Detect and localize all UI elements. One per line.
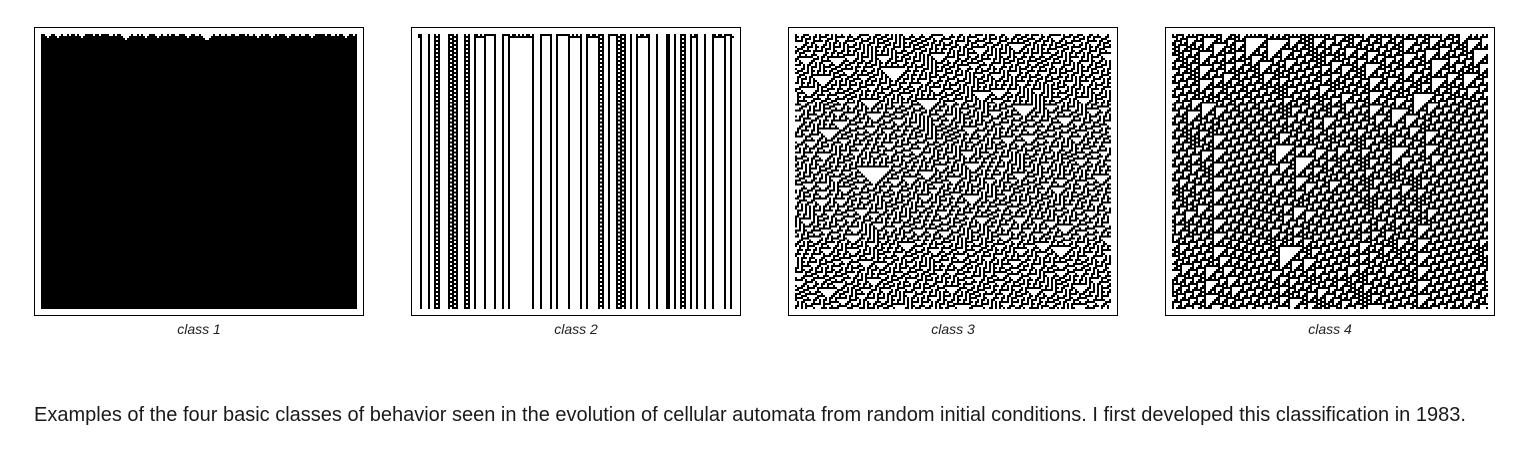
panel-class-2 — [411, 27, 741, 316]
automaton-image-class-1 — [41, 34, 357, 309]
caption-class-1: class 1 — [177, 321, 221, 337]
figure-panels: class 1 class 2 class 3 class 4 — [34, 27, 1495, 337]
caption-class-3: class 3 — [931, 321, 975, 337]
panel-class-4 — [1165, 27, 1495, 316]
figure-description: Examples of the four basic classes of be… — [34, 404, 1466, 426]
automaton-image-class-2 — [418, 34, 734, 309]
panel-class-3 — [788, 27, 1118, 316]
automaton-image-class-3 — [795, 34, 1111, 309]
panel-class-1 — [34, 27, 364, 316]
automaton-image-class-4 — [1172, 34, 1488, 309]
caption-class-2: class 2 — [554, 321, 598, 337]
caption-class-4: class 4 — [1308, 321, 1352, 337]
